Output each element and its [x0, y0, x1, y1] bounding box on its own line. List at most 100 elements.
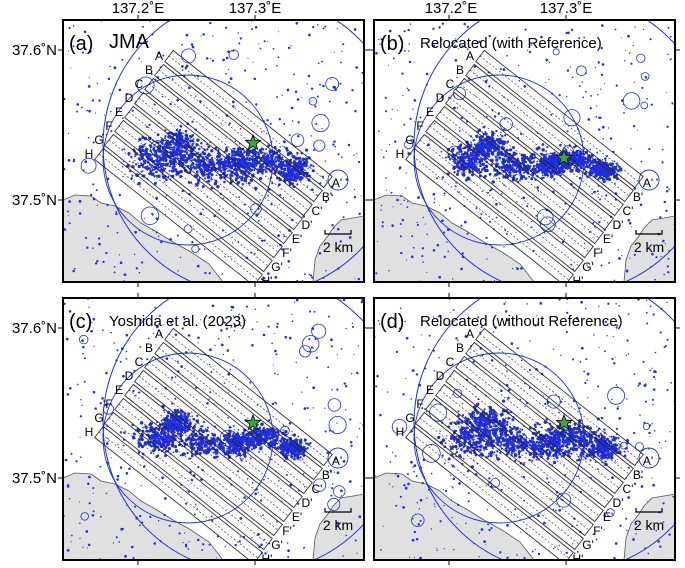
profile-line	[459, 361, 620, 489]
event-circle	[311, 323, 327, 339]
profile-end-label: G'	[582, 260, 594, 274]
event-circle	[327, 497, 341, 511]
profile-start-label: E	[426, 383, 434, 397]
event-circle	[328, 415, 347, 434]
profile-end-label: H'	[262, 274, 273, 288]
star-icon	[555, 413, 573, 431]
event-circle	[546, 394, 561, 409]
profile-line	[419, 417, 580, 545]
profile-line	[449, 375, 610, 503]
event-circle	[290, 133, 305, 147]
event-circle	[391, 419, 408, 435]
profile-box	[465, 341, 634, 481]
panel-label: (b)	[380, 33, 404, 55]
profile-box	[104, 411, 273, 551]
event-circle	[563, 109, 581, 127]
profile-end-label: H'	[573, 274, 584, 288]
profile-start-label: F	[105, 119, 112, 133]
profile-line	[108, 417, 269, 545]
profile-end-label: A'	[332, 454, 342, 468]
profile-line	[128, 111, 289, 239]
profile-line	[439, 111, 600, 239]
profile-box	[425, 397, 594, 537]
profile-end-label: C'	[312, 204, 323, 218]
profile-line	[138, 375, 299, 503]
scale-bar	[324, 230, 352, 235]
event-circle	[80, 512, 89, 521]
event-circle	[136, 76, 155, 95]
event-circle	[298, 345, 312, 358]
scale-bar	[635, 230, 663, 235]
event-circle	[312, 478, 327, 492]
profile-end-label: H'	[262, 552, 273, 566]
event-circle	[411, 513, 425, 528]
event-circle	[453, 388, 463, 398]
profile-box	[445, 91, 614, 231]
event-circle	[78, 334, 89, 345]
profile-start-label: B	[145, 63, 153, 77]
profile-end-label: E'	[292, 510, 302, 524]
profile-end-label: C'	[623, 482, 634, 496]
profile-box	[415, 411, 584, 551]
panel-title: Relocated (without Reference)	[420, 313, 623, 330]
profile-end-label: F'	[282, 524, 292, 538]
profile-line	[118, 403, 279, 531]
profile-box	[425, 119, 594, 259]
event-circle	[634, 442, 644, 452]
profile-start-label: H	[396, 425, 405, 439]
event-circle	[576, 65, 587, 77]
profile-start-label: B	[145, 341, 153, 355]
lon-tick-label: 137.2˚E	[425, 0, 478, 17]
profile-start-label: A	[155, 327, 163, 341]
range-circle	[638, 169, 660, 191]
lon-tick-labels: 137.2˚E 137.3˚E 137.2˚E 137.3˚E	[112, 0, 593, 17]
profile-box	[114, 119, 283, 259]
scale-bar-label: 2 km	[323, 517, 353, 533]
event-circle	[642, 422, 651, 430]
lon-tick-label: 137.3˚E	[229, 0, 282, 17]
profile-end-label: D'	[613, 496, 624, 510]
profile-box	[455, 355, 624, 495]
scale-bar	[635, 508, 663, 513]
profile-start-label: H	[85, 147, 94, 161]
event-circle	[103, 403, 115, 415]
profile-start-label: F	[416, 119, 423, 133]
land-area	[374, 472, 535, 560]
profile-end-label: F'	[593, 246, 603, 260]
profile-start-label: F	[416, 397, 423, 411]
profile-end-label: E'	[292, 232, 302, 246]
scale-bar-label: 2 km	[323, 239, 353, 255]
profile-line	[409, 431, 570, 559]
event-circle	[302, 335, 320, 353]
event-circle	[327, 398, 342, 412]
profile-box	[445, 369, 614, 509]
profile-line	[449, 97, 610, 225]
profile-box	[134, 91, 303, 231]
profile-line	[128, 389, 289, 517]
lat-tick-label: 37.6˚N	[12, 320, 57, 337]
profile-box	[94, 425, 263, 560]
profile-end-label: F'	[593, 524, 603, 538]
event-circle	[313, 139, 326, 152]
profile-start-label: E	[115, 383, 123, 397]
profile-box	[455, 77, 624, 217]
profile-end-label: A'	[332, 176, 342, 190]
panel-frame	[373, 19, 676, 283]
profile-line	[168, 55, 329, 183]
profile-box	[435, 105, 604, 245]
panel-title: Yoshida et al. (2023)	[109, 313, 246, 330]
profile-line	[168, 333, 329, 461]
profile-box	[415, 133, 584, 273]
profile-line	[158, 69, 319, 197]
event-circle	[311, 114, 330, 133]
profile-box	[134, 369, 303, 509]
range-circle	[102, 298, 364, 560]
event-circle	[539, 216, 556, 233]
event-circle	[140, 206, 160, 226]
event-circle	[80, 157, 97, 174]
profile-line	[459, 83, 620, 211]
seismicity-dots	[63, 20, 364, 282]
lat-tick-label: 37.5˚N	[12, 192, 57, 209]
panel-frame	[373, 297, 676, 561]
